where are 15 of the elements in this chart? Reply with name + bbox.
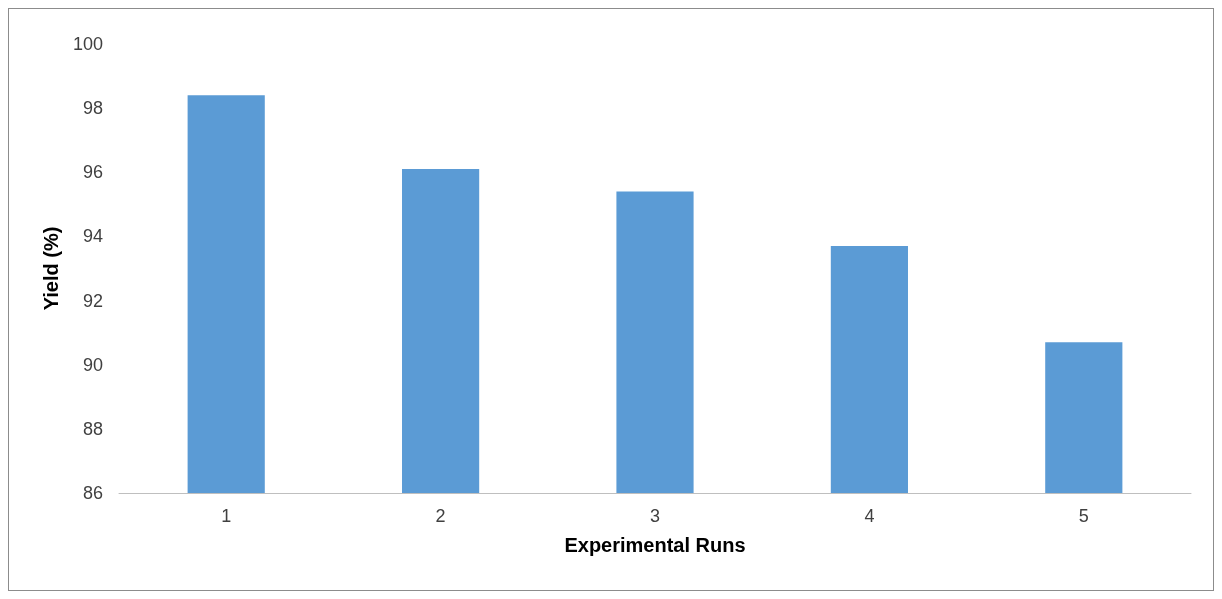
x-axis-title: Experimental Runs (564, 534, 746, 556)
y-tick-label: 88 (82, 418, 103, 439)
y-tick-label: 100 (72, 34, 103, 54)
y-axis-title: Yield (%) (40, 226, 62, 311)
x-tick-label: 3 (649, 506, 661, 526)
x-tick-label: 1 (221, 506, 232, 526)
x-tick-label: 2 (435, 506, 446, 526)
y-tick-label: 94 (82, 226, 103, 247)
y-tick-label: 98 (82, 98, 103, 119)
x-tick-label: 5 (1078, 506, 1089, 526)
y-tick-label: 96 (82, 162, 103, 183)
y-tick-label: 90 (82, 354, 103, 375)
x-tick-label: 4 (864, 506, 875, 526)
y-tick-label: 92 (82, 290, 103, 311)
y-tick-label: 86 (82, 483, 103, 503)
